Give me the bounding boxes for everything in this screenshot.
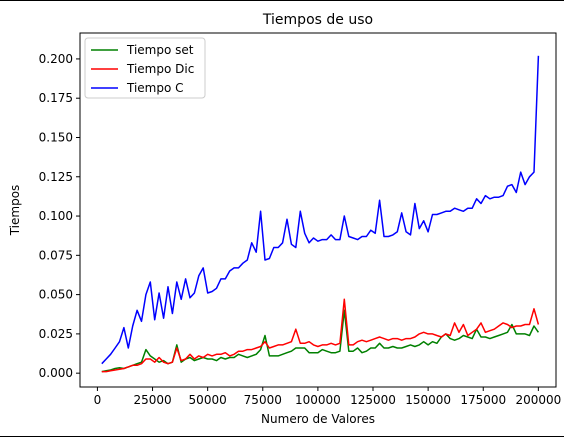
- y-axis-ticks: 0.000 0.025 0.050 0.075 0.100 0.125 0.150 0.175…: [39, 52, 80, 380]
- series-line-tiempo-set: [101, 309, 540, 373]
- y-tick-label: 0.175: [39, 91, 73, 105]
- y-axis-label: Tiempos: [8, 185, 22, 237]
- x-axis-ticks: 0 25000 50000 75000 100000 125000 150000 175000…: [94, 387, 561, 407]
- x-tick-label: 0: [94, 393, 102, 407]
- legend-label-tiempo-c: Tiempo C: [126, 81, 184, 95]
- x-tick-label: 200000: [515, 393, 561, 407]
- x-tick-label: 100000: [295, 393, 341, 407]
- series-line-tiempo-c: [101, 55, 540, 365]
- plot-area: [79, 32, 557, 388]
- legend-box: [84, 37, 206, 99]
- y-tick-label: 0.075: [39, 248, 73, 262]
- x-tick-label: 125000: [350, 393, 396, 407]
- window-top-border: [0, 0, 564, 1]
- y-tick-label: 0.000: [39, 366, 73, 380]
- x-tick-label: 50000: [189, 393, 227, 407]
- legend-label-tiempo-set: Tiempo set: [126, 43, 194, 57]
- x-tick-label: 75000: [244, 393, 282, 407]
- x-axis-label: Numero de Valores: [261, 412, 375, 426]
- y-tick-label: 0.150: [39, 130, 73, 144]
- chart-title: Tiempos de uso: [262, 12, 373, 28]
- series-line-tiempo-dic: [101, 298, 540, 373]
- legend: Tiempo set Tiempo Dic Tiempo C: [84, 37, 206, 99]
- y-tick-label: 0.050: [39, 288, 73, 302]
- x-tick-label: 150000: [405, 393, 451, 407]
- series-layer: [101, 55, 540, 373]
- y-tick-label: 0.025: [39, 327, 73, 341]
- x-tick-label: 175000: [460, 393, 506, 407]
- y-tick-label: 0.100: [39, 209, 73, 223]
- y-tick-label: 0.125: [39, 170, 73, 184]
- x-tick-label: 25000: [133, 393, 171, 407]
- legend-items: Tiempo set Tiempo Dic Tiempo C: [91, 43, 194, 95]
- legend-label-tiempo-dic: Tiempo Dic: [126, 62, 194, 76]
- y-tick-label: 0.200: [39, 52, 73, 66]
